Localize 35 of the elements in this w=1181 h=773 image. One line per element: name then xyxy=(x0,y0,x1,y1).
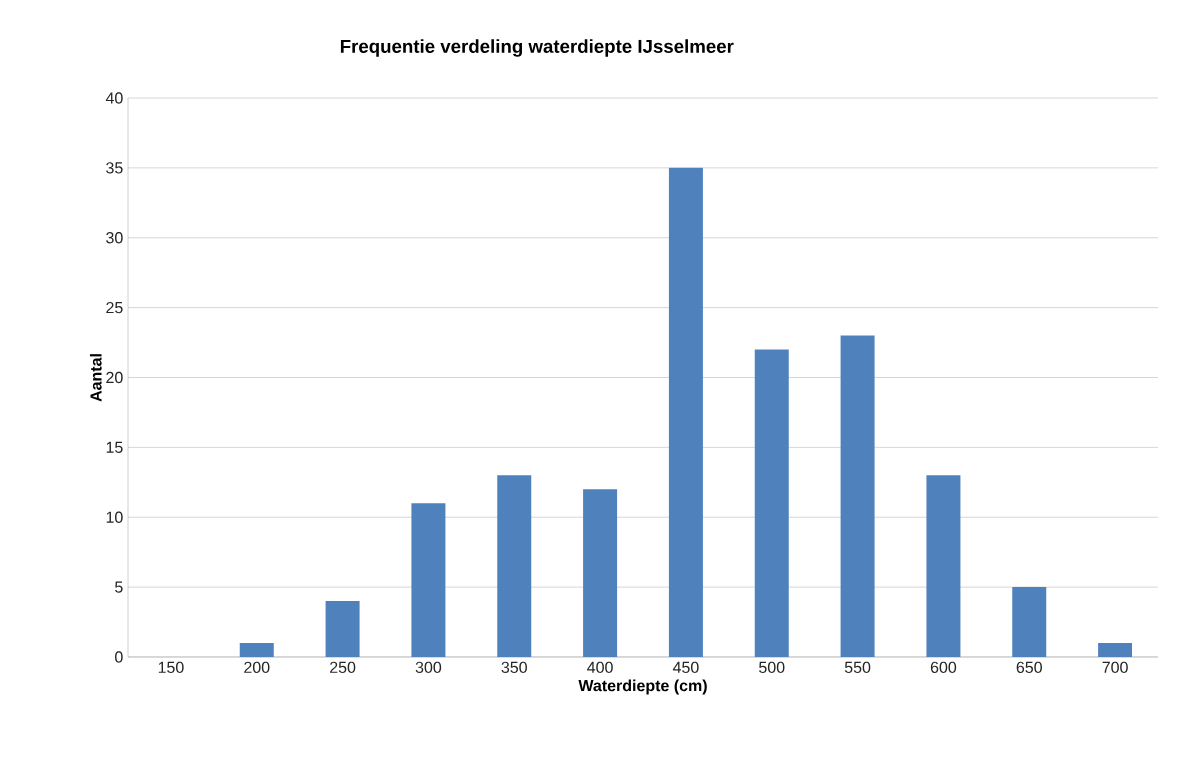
y-tick-label: 40 xyxy=(105,92,123,104)
x-tick-label: 400 xyxy=(587,661,613,674)
x-tick-label: 500 xyxy=(759,661,785,674)
x-tick-label: 300 xyxy=(415,661,442,674)
y-tick-label: 0 xyxy=(115,651,123,663)
x-tick-label: 150 xyxy=(158,661,184,674)
x-tick-label: 200 xyxy=(244,661,270,674)
x-tick-label: 350 xyxy=(501,661,527,674)
bar xyxy=(1012,587,1047,657)
y-tick-label: 35 xyxy=(106,162,123,174)
y-axis-title: Aantal xyxy=(89,354,102,402)
x-axis-title: Waterdiepte (cm) xyxy=(578,679,707,695)
bar xyxy=(840,335,875,657)
x-tick-label: 250 xyxy=(330,661,356,674)
bar xyxy=(754,349,789,657)
y-tick-label: 15 xyxy=(106,441,123,453)
x-tick-label: 550 xyxy=(844,661,871,674)
bar xyxy=(497,475,532,657)
x-tick-label: 600 xyxy=(930,661,957,674)
y-tick-label: 20 xyxy=(106,371,123,384)
bar xyxy=(325,601,360,657)
bar xyxy=(411,503,446,657)
y-tick-label: 30 xyxy=(106,232,123,244)
y-tick-label: 10 xyxy=(106,511,123,523)
x-tick-label: 650 xyxy=(1016,661,1042,674)
bar xyxy=(239,643,274,657)
x-tick-label: 700 xyxy=(1102,661,1128,674)
bar xyxy=(668,167,703,657)
y-tick-label: 25 xyxy=(106,301,123,314)
chart-title: Frequentie verdeling waterdiepte IJsselmeer xyxy=(340,39,734,57)
bar xyxy=(1098,643,1133,657)
bar xyxy=(583,489,618,657)
y-tick-label: 5 xyxy=(115,581,123,593)
bar xyxy=(926,475,961,657)
x-tick-label: 450 xyxy=(672,661,699,674)
